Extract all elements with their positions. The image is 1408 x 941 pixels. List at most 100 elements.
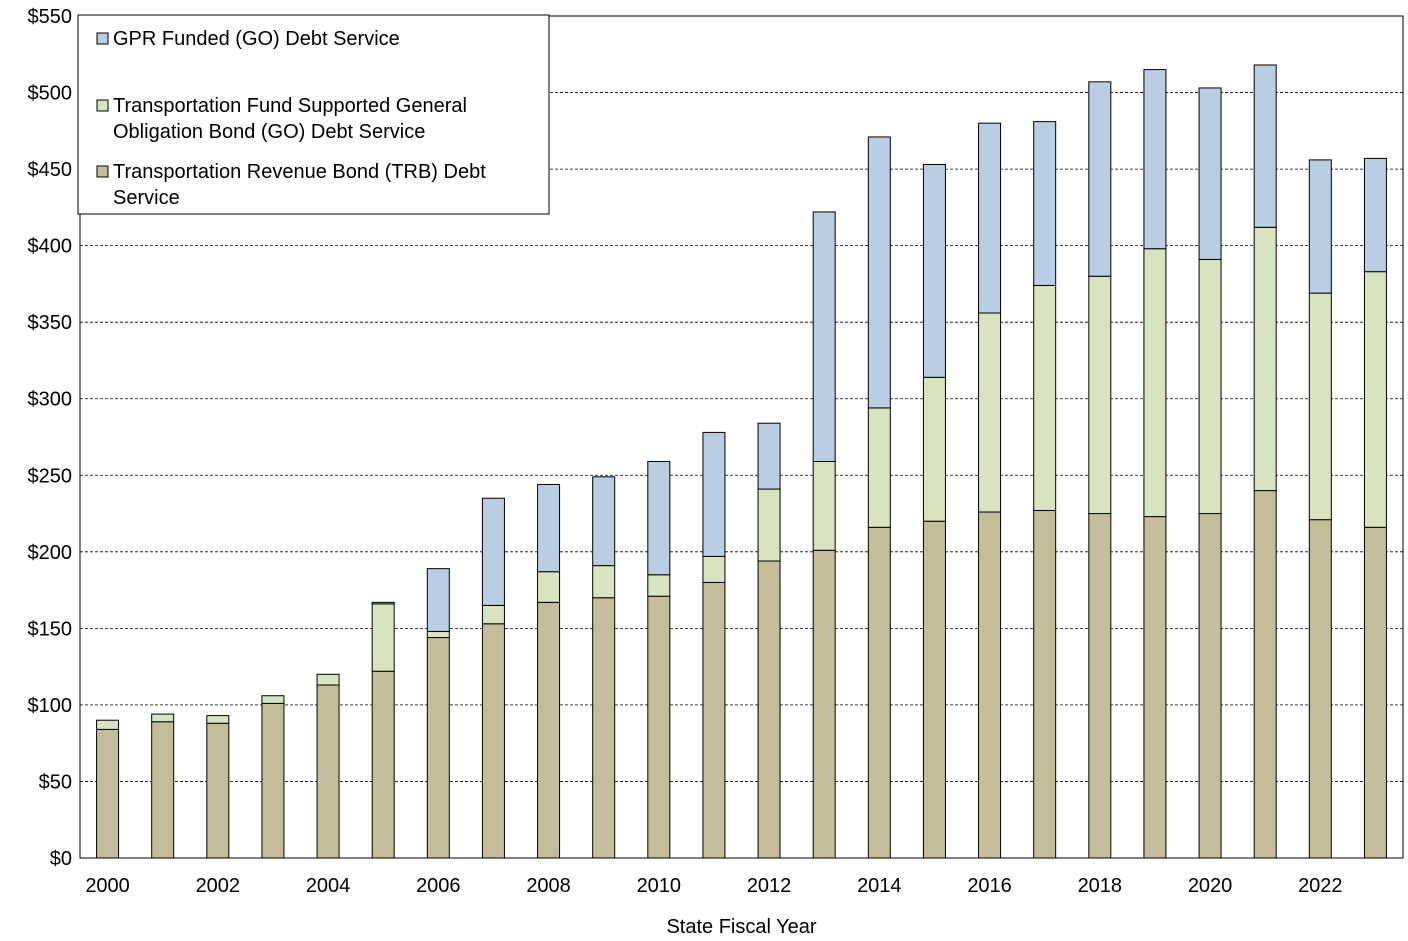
- y-tick-label: $0: [50, 848, 72, 870]
- bar-segment: [1363, 526, 1387, 859]
- bar-segment: [592, 565, 616, 599]
- bar-segment: [206, 722, 230, 859]
- bar-segment: [316, 673, 340, 686]
- bar-segment: [1253, 226, 1277, 492]
- bar-segment: [1143, 248, 1167, 518]
- bar-segment: [537, 483, 561, 573]
- bar-segment: [371, 601, 395, 605]
- bar-segment: [647, 574, 671, 597]
- y-tick-label: $450: [28, 159, 73, 181]
- bar-segment: [812, 549, 836, 859]
- bar-segment: [1308, 519, 1332, 859]
- bar-segment: [316, 684, 340, 859]
- plot-area-frame: [79, 15, 1404, 859]
- legend-swatch: [96, 99, 109, 112]
- bar-segment: [1088, 275, 1112, 515]
- bar-segment: [537, 571, 561, 603]
- bar-segment: [867, 407, 891, 528]
- legend-label: Transportation Fund Supported General: [113, 95, 467, 117]
- bar-segment: [151, 713, 175, 723]
- bar-segment: [978, 312, 1002, 513]
- bar-segment: [1088, 513, 1112, 859]
- y-tick-label: $400: [28, 236, 73, 258]
- bar-segment: [206, 715, 230, 724]
- x-tick-label: 2002: [196, 875, 241, 897]
- y-tick-label: $50: [39, 771, 72, 793]
- x-axis-title: State Fiscal Year: [666, 916, 816, 938]
- x-tick-label: 2018: [1078, 875, 1123, 897]
- bar-segment: [151, 721, 175, 859]
- y-tick-label: $550: [28, 6, 73, 28]
- bar-segment: [426, 637, 450, 859]
- bar-segment: [647, 595, 671, 859]
- bar-segment: [978, 511, 1002, 859]
- bar-segment: [922, 520, 946, 859]
- bar-segment: [1198, 258, 1222, 515]
- bar-segment: [702, 431, 726, 557]
- x-tick-label: 2020: [1188, 875, 1233, 897]
- bar-segment: [1143, 516, 1167, 859]
- x-tick-label: 2012: [747, 875, 792, 897]
- bar-segment: [592, 476, 616, 567]
- y-tick-label: $350: [28, 312, 73, 334]
- bar-segment: [1143, 69, 1167, 250]
- legend-swatch: [96, 165, 109, 178]
- bar-segment: [922, 376, 946, 522]
- bar-segment: [922, 163, 946, 378]
- x-tick-label: 2000: [85, 875, 130, 897]
- bar-segment: [537, 601, 561, 859]
- gridlines: [80, 92, 1403, 782]
- bar-segment: [96, 719, 120, 730]
- x-tick-label: 2014: [857, 875, 902, 897]
- bar-segment: [1253, 490, 1277, 859]
- bar-segment: [757, 488, 781, 562]
- x-tick-label: 2006: [416, 875, 461, 897]
- bar-segment: [371, 603, 395, 672]
- bar-segment: [481, 623, 505, 859]
- bar-segment: [261, 702, 285, 859]
- bar-segment: [1198, 87, 1222, 260]
- bar-segment: [261, 695, 285, 704]
- bar-segment: [1033, 509, 1057, 859]
- bar-segment: [757, 560, 781, 859]
- x-tick-label: 2004: [306, 875, 351, 897]
- y-tick-label: $100: [28, 695, 73, 717]
- legend-swatch: [96, 32, 109, 45]
- x-tick-label: 2022: [1298, 875, 1343, 897]
- bar-segment: [1308, 292, 1332, 521]
- bar-segment: [1363, 271, 1387, 528]
- bar-segment: [1033, 121, 1057, 286]
- bar-segment: [371, 670, 395, 859]
- bar-segment: [1308, 159, 1332, 294]
- bar-segment: [867, 136, 891, 409]
- bar-segment: [1088, 81, 1112, 277]
- x-tick-label: 2016: [967, 875, 1012, 897]
- y-axis-tick-labels: $0 $50 $100 $150 $200 $250 $300 $350 $400 $450 $50…: [28, 6, 73, 870]
- bar-segment: [426, 568, 450, 632]
- legend: GPR Funded (GO) Debt Service Transportati…: [77, 14, 550, 215]
- bar-segment: [1198, 513, 1222, 859]
- y-tick-label: $500: [28, 83, 73, 105]
- bar-segment: [481, 604, 505, 625]
- legend-box: [77, 14, 550, 215]
- bar-segment: [96, 728, 120, 859]
- bar-segment: [812, 211, 836, 462]
- bar-segment: [867, 526, 891, 859]
- legend-label: Transportation Revenue Bond (TRB) Debt: [113, 161, 486, 183]
- bar-segment: [812, 460, 836, 551]
- bar-segment: [592, 597, 616, 859]
- bar-segment: [757, 422, 781, 490]
- y-tick-label: $250: [28, 465, 73, 487]
- bar-segment: [702, 555, 726, 583]
- bar-segment: [702, 581, 726, 859]
- bar-segment: [481, 497, 505, 606]
- bar-segment: [1033, 284, 1057, 511]
- y-tick-label: $150: [28, 618, 73, 640]
- y-tick-label: $200: [28, 542, 73, 564]
- x-tick-label: 2010: [637, 875, 682, 897]
- bar-segment: [978, 122, 1002, 314]
- bar-segment: [1363, 157, 1387, 273]
- y-tick-label: $300: [28, 389, 73, 411]
- bar-stacks: [96, 64, 1387, 859]
